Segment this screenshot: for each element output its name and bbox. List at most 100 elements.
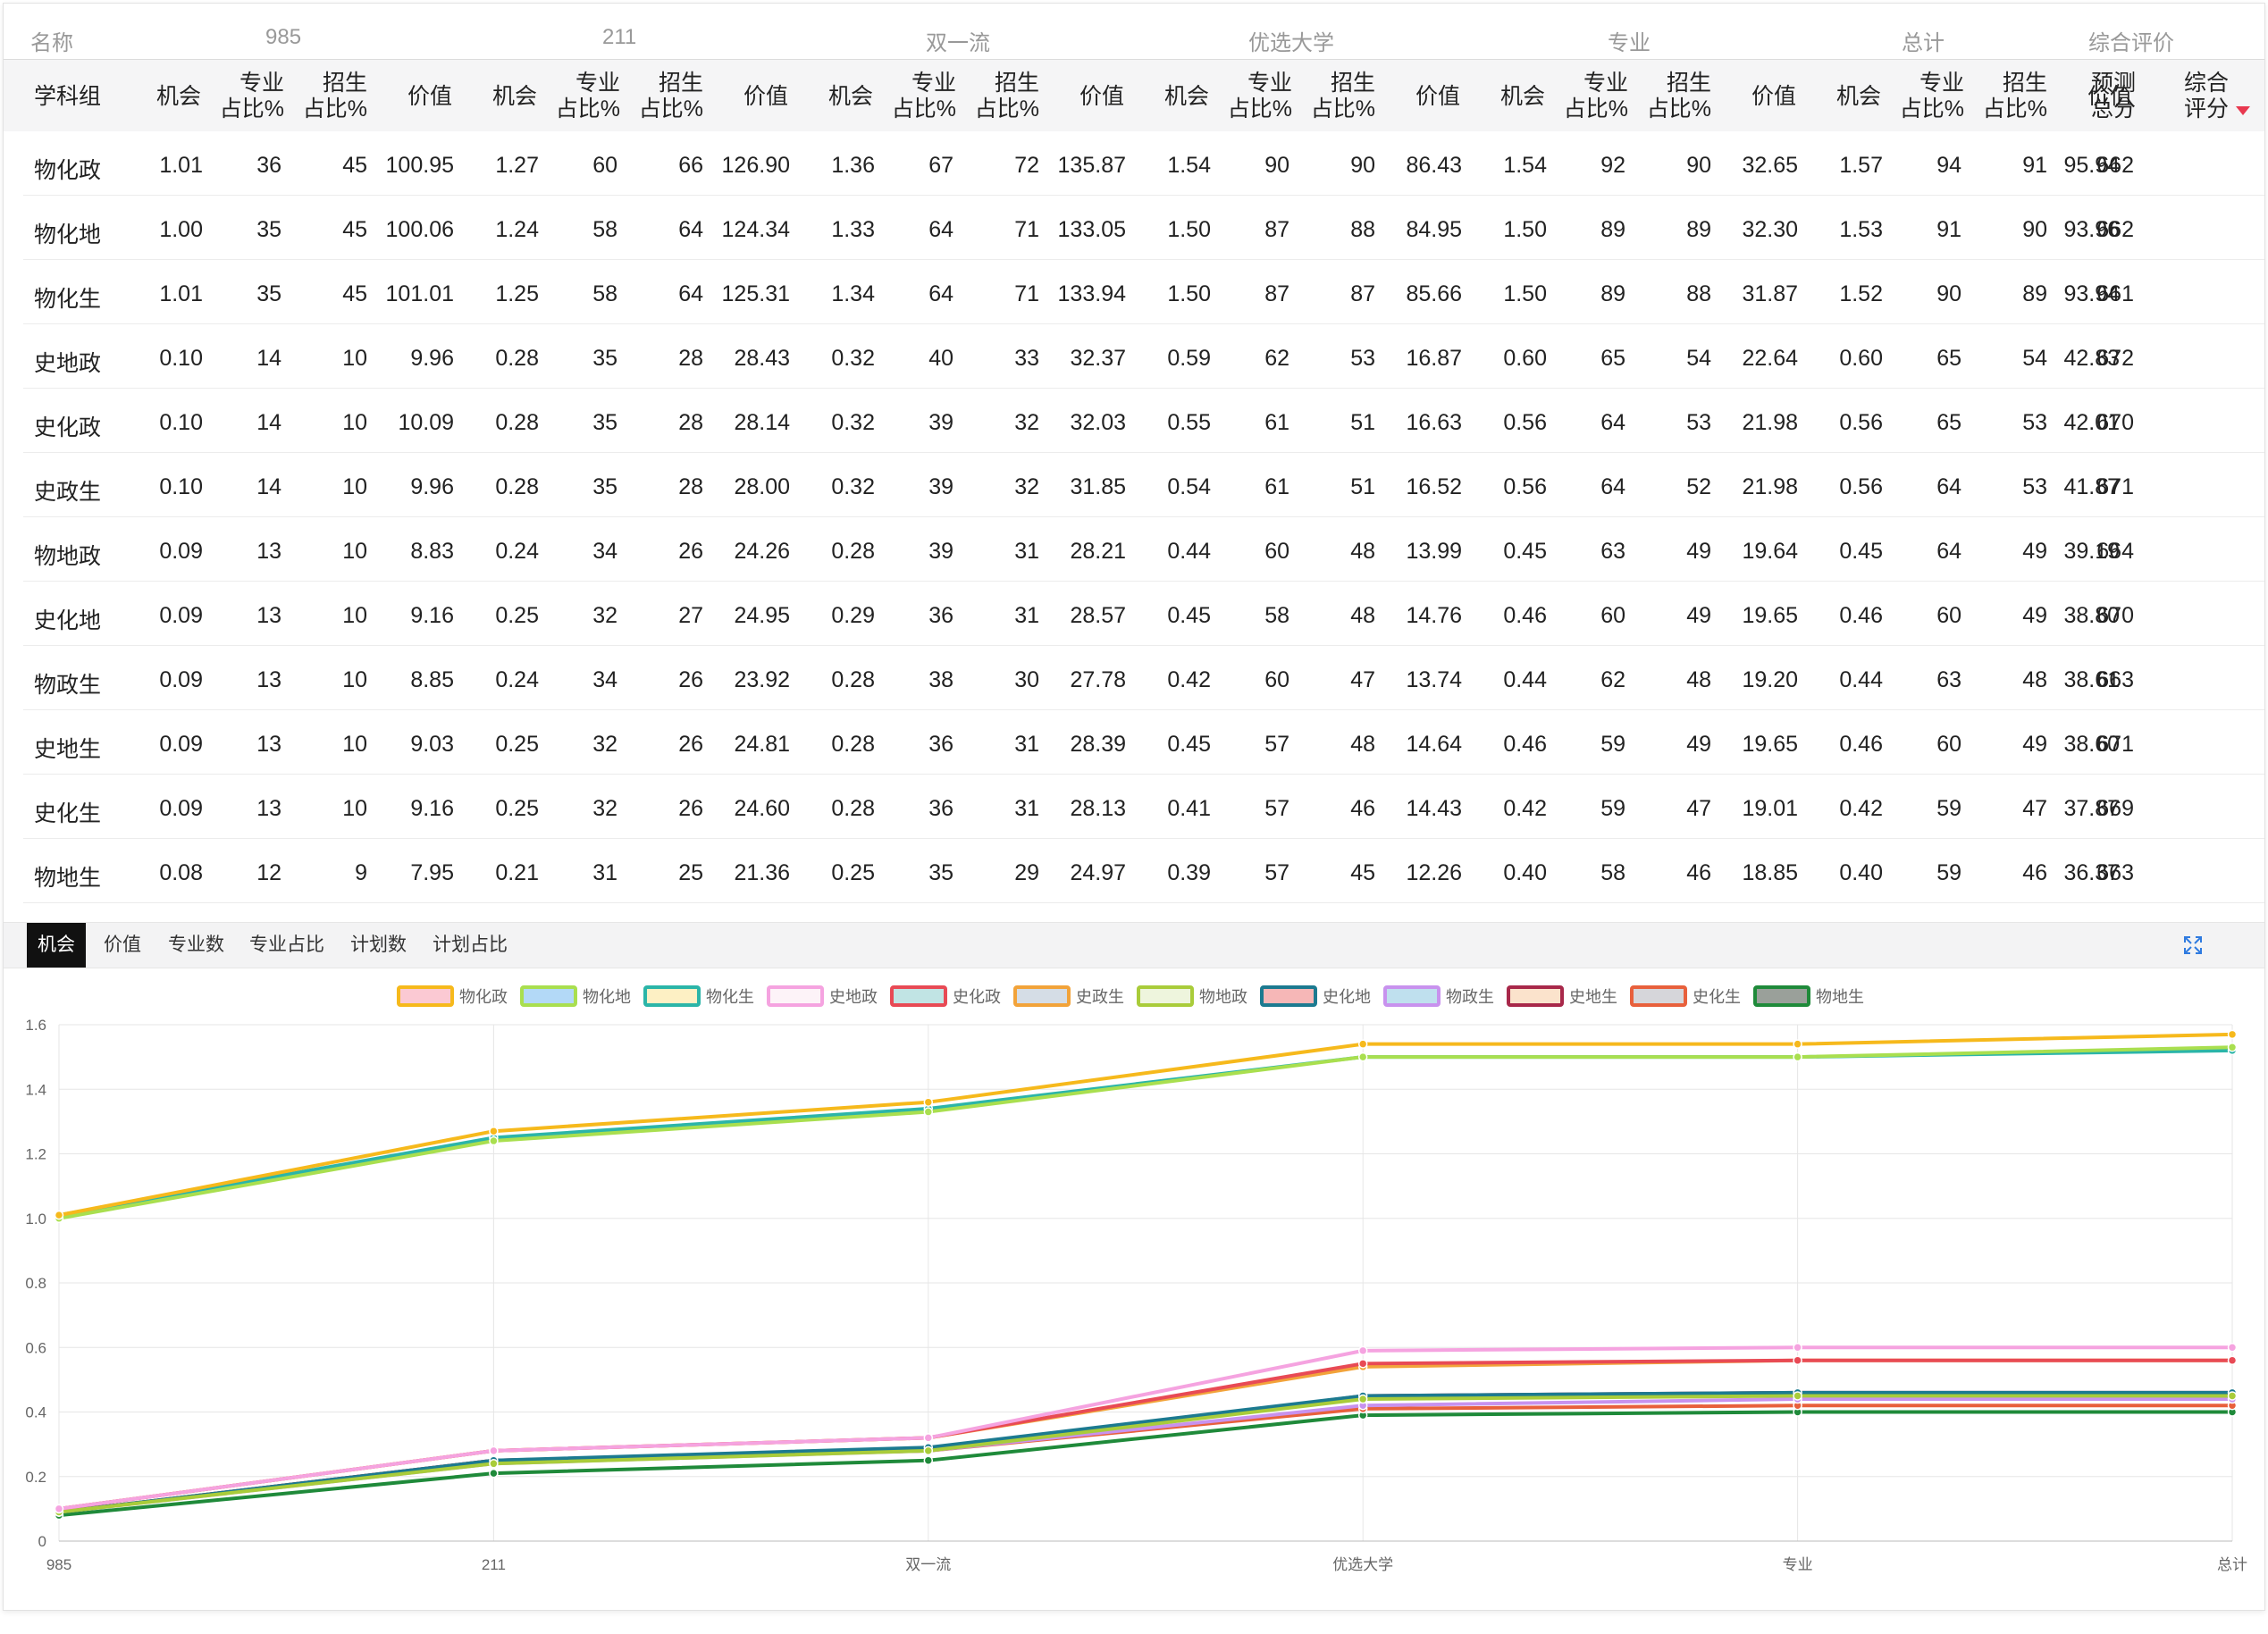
y-tick-label: 0.2 [25,1469,46,1486]
y-tick-label: 0 [38,1533,46,1550]
table-cell: 663 [2096,667,2134,692]
tab-2[interactable]: 专业数 [168,934,224,955]
col-header-major-pct[interactable]: 专业 占比% [555,71,620,122]
tab-0[interactable]: 机会 [27,923,86,968]
col-header-chance[interactable]: 机会 [1163,84,1209,109]
table-cell: 59 [1936,796,1961,821]
table-cell: 29 [1014,860,1039,885]
table-cell: 26 [678,796,703,821]
table-cell: 39 [928,410,953,435]
table-cell: 34 [592,667,617,692]
table-row[interactable]: 史政生 0.10 14 10 9.96 0.28 35 28 28.00 0.32 39 32 31.8… [23,453,2264,517]
table-row[interactable]: 物政生 0.09 13 10 8.85 0.24 34 26 23.92 0.28 38 30 27.7… [23,646,2264,710]
legend-swatch [890,985,947,1007]
tab-5[interactable]: 计划占比 [433,934,508,955]
series-line [58,1390,2232,1514]
col-header-value[interactable]: 价值 [1751,84,1796,109]
table-cell: 100.06 [385,217,454,242]
table-cell: 49 [1686,539,1711,564]
tab-1[interactable]: 价值 [104,934,141,955]
table-cell: 9.96 [410,346,454,371]
table-cell: 28 [678,346,703,371]
col-header-chance[interactable]: 机会 [1835,84,1881,109]
table-cell: 14.43 [1406,796,1462,821]
col-header-enroll-pct[interactable]: 招生 占比% [1982,71,2047,122]
table-row[interactable]: 史化地 0.09 13 10 9.16 0.25 32 27 24.95 0.29 36 31 28.5… [23,582,2264,646]
table-cell: 13 [256,539,281,564]
col-header-enroll-pct[interactable]: 招生 占比% [638,71,703,122]
col-header-chance[interactable]: 机会 [1499,84,1545,109]
table-cell: 670 [2096,410,2134,435]
tab-4[interactable]: 计划数 [350,934,407,955]
expand-icon[interactable] [2182,934,2204,956]
table-cell: 0.10 [159,410,203,435]
table-cell: 10 [342,667,367,692]
col-header-major-pct[interactable]: 专业 占比% [1563,71,1628,122]
table-cell: 0.40 [1503,860,1547,885]
table-cell: 62 [1600,667,1625,692]
table-cell: 60 [1264,667,1289,692]
col-header-value[interactable]: 价值 [1415,84,1460,109]
table-cell: 46 [1686,860,1711,885]
series-point [2227,1355,2238,1365]
col-header-major-pct[interactable]: 专业 占比% [219,71,284,122]
group-header-7: 综合评价 [2088,31,2174,55]
table-row[interactable]: 史化生 0.09 13 10 9.16 0.25 32 26 24.60 0.28 36 31 28.1… [23,775,2264,839]
col-header-enroll-pct[interactable]: 招生 占比% [302,71,367,122]
col-header-major-pct[interactable]: 专业 占比% [1227,71,1292,122]
col-header-chance[interactable]: 机会 [491,84,537,109]
table-cell: 38.80 [2063,603,2120,628]
table-row[interactable]: 物化地 1.00 35 45 100.06 1.24 58 64 124.34 1.33 64 71 1… [23,196,2264,260]
col-header-chance[interactable]: 机会 [155,84,201,109]
table-row[interactable]: 史地生 0.09 13 10 9.03 0.25 32 26 24.81 0.28 36 31 28.3… [23,710,2264,775]
table-cell: 39.19 [2063,539,2120,564]
table-cell: 101.01 [385,281,454,306]
table-cell: 35 [256,217,281,242]
table-cell: 0.40 [1839,860,1883,885]
table-cell: 35 [256,281,281,306]
group-header-0: 名称 [30,31,73,55]
sort-desc-icon[interactable] [2236,106,2250,115]
col-header-name[interactable]: 学科组 [34,84,102,109]
table-cell: 36.37 [2063,860,2120,885]
col-header-pred-total[interactable]: 预测 总分 [2091,71,2137,122]
tab-3[interactable]: 专业占比 [249,934,324,955]
col-header-enroll-pct[interactable]: 招生 占比% [1310,71,1375,122]
col-header-value[interactable]: 价值 [407,84,452,109]
table-cell: 28.57 [1070,603,1126,628]
group-header-4: 优选大学 [1248,31,1334,55]
table-row[interactable]: 物化生 1.01 35 45 101.01 1.25 58 64 125.31 1.34 64 71 1… [23,260,2264,324]
col-header-score[interactable]: 综合 评分 [2184,71,2230,122]
col-header-enroll-pct[interactable]: 招生 占比% [1646,71,1711,122]
table-cell: 661 [2096,281,2134,306]
table-cell: 0.32 [831,410,875,435]
col-header-value[interactable]: 价值 [2087,84,2132,109]
legend-label: 史化生 [1693,988,1741,1006]
table-row[interactable]: 物化政 1.01 36 45 100.95 1.27 60 66 126.90 1.36 67 72 1… [23,131,2264,196]
table-row[interactable]: 史地政 0.10 14 10 9.96 0.28 35 28 28.43 0.32 40 33 32.3… [23,324,2264,389]
table-row[interactable]: 物地生 0.08 12 9 7.95 0.21 31 25 21.36 0.25 35 29 24.97… [23,839,2264,903]
table-cell: 48 [1350,603,1375,628]
group-header-5: 专业 [1608,31,1651,55]
table-cell: 9.16 [410,603,454,628]
table-row[interactable]: 物地政 0.09 13 10 8.83 0.24 34 26 24.26 0.28 39 31 28.2… [23,517,2264,582]
x-tick-label: 总计 [2217,1556,2247,1573]
col-header-major-pct[interactable]: 专业 占比% [1899,71,1964,122]
legend-swatch [520,985,577,1007]
table-cell: 64 [1600,474,1625,499]
table-row[interactable]: 史化政 0.10 14 10 10.09 0.28 35 28 28.14 0.32 39 32 32.… [23,389,2264,453]
series-point [1793,1343,1802,1353]
table-cell: 62 [1264,346,1289,371]
table-cell: 32.37 [1070,346,1126,371]
col-header-major-pct[interactable]: 专业 占比% [891,71,956,122]
table-cell: 32.03 [1070,410,1126,435]
table-cell: 100.95 [385,153,454,178]
table-cell: 133.94 [1057,281,1126,306]
col-header-chance[interactable]: 机会 [827,84,873,109]
y-tick-label: 1.2 [25,1146,46,1163]
col-header-value[interactable]: 价值 [743,84,788,109]
col-header-value[interactable]: 价值 [1079,84,1124,109]
col-header-enroll-pct[interactable]: 招生 占比% [974,71,1039,122]
table-cell: 662 [2096,153,2134,178]
table-cell: 60 [1936,603,1961,628]
